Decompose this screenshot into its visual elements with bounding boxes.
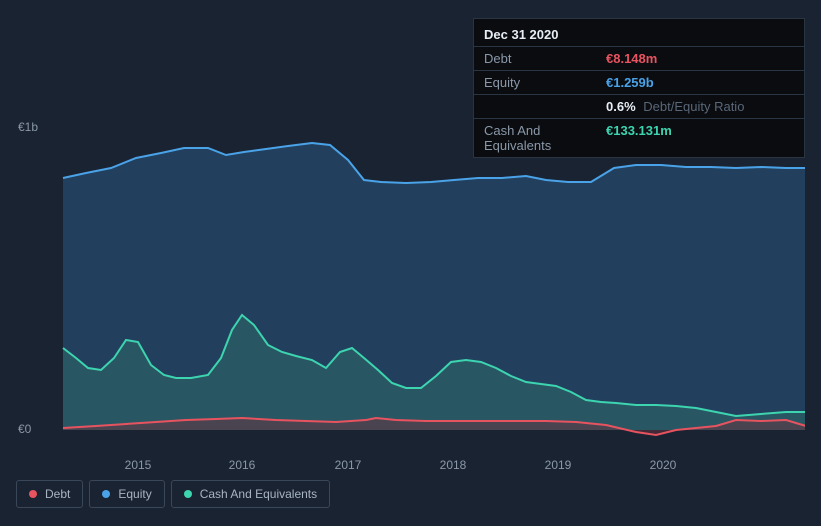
legend-label: Cash And Equivalents xyxy=(200,487,317,501)
x-tick-label: 2020 xyxy=(650,458,677,472)
legend-equity[interactable]: Equity xyxy=(89,480,164,508)
legend-label: Equity xyxy=(118,487,151,501)
x-tick-label: 2015 xyxy=(125,458,152,472)
tooltip-value-equity: €1.259b xyxy=(606,75,654,90)
legend-cash[interactable]: Cash And Equivalents xyxy=(171,480,330,508)
tooltip-row-ratio: 0.6% Debt/Equity Ratio xyxy=(474,95,804,119)
tooltip-row-debt: Debt €8.148m xyxy=(474,47,804,71)
tooltip-row-equity: Equity €1.259b xyxy=(474,71,804,95)
x-tick-label: 2017 xyxy=(335,458,362,472)
tooltip-row-cash: Cash And Equivalents €133.131m xyxy=(474,119,804,157)
tooltip-value-debt: €8.148m xyxy=(606,51,657,66)
x-tick-label: 2018 xyxy=(440,458,467,472)
x-tick-label: 2019 xyxy=(545,458,572,472)
y-tick-label: €1b xyxy=(18,120,38,134)
tooltip-value-ratio-pct: 0.6% xyxy=(606,99,636,114)
legend-dot-icon xyxy=(102,490,110,498)
legend-label: Debt xyxy=(45,487,70,501)
tooltip-value-ratio-label: Debt/Equity Ratio xyxy=(643,99,744,114)
legend-dot-icon xyxy=(29,490,37,498)
tooltip-value-cash: €133.131m xyxy=(606,123,672,153)
x-tick-label: 2016 xyxy=(229,458,256,472)
chart-legend: Debt Equity Cash And Equivalents xyxy=(16,480,330,508)
tooltip-date: Dec 31 2020 xyxy=(474,19,804,47)
tooltip-label-cash: Cash And Equivalents xyxy=(484,123,606,153)
y-tick-label: €0 xyxy=(18,422,31,436)
chart-tooltip: Dec 31 2020 Debt €8.148m Equity €1.259b … xyxy=(473,18,805,158)
tooltip-label-equity: Equity xyxy=(484,75,606,90)
tooltip-label-debt: Debt xyxy=(484,51,606,66)
tooltip-label-ratio xyxy=(484,99,606,114)
legend-debt[interactable]: Debt xyxy=(16,480,83,508)
legend-dot-icon xyxy=(184,490,192,498)
